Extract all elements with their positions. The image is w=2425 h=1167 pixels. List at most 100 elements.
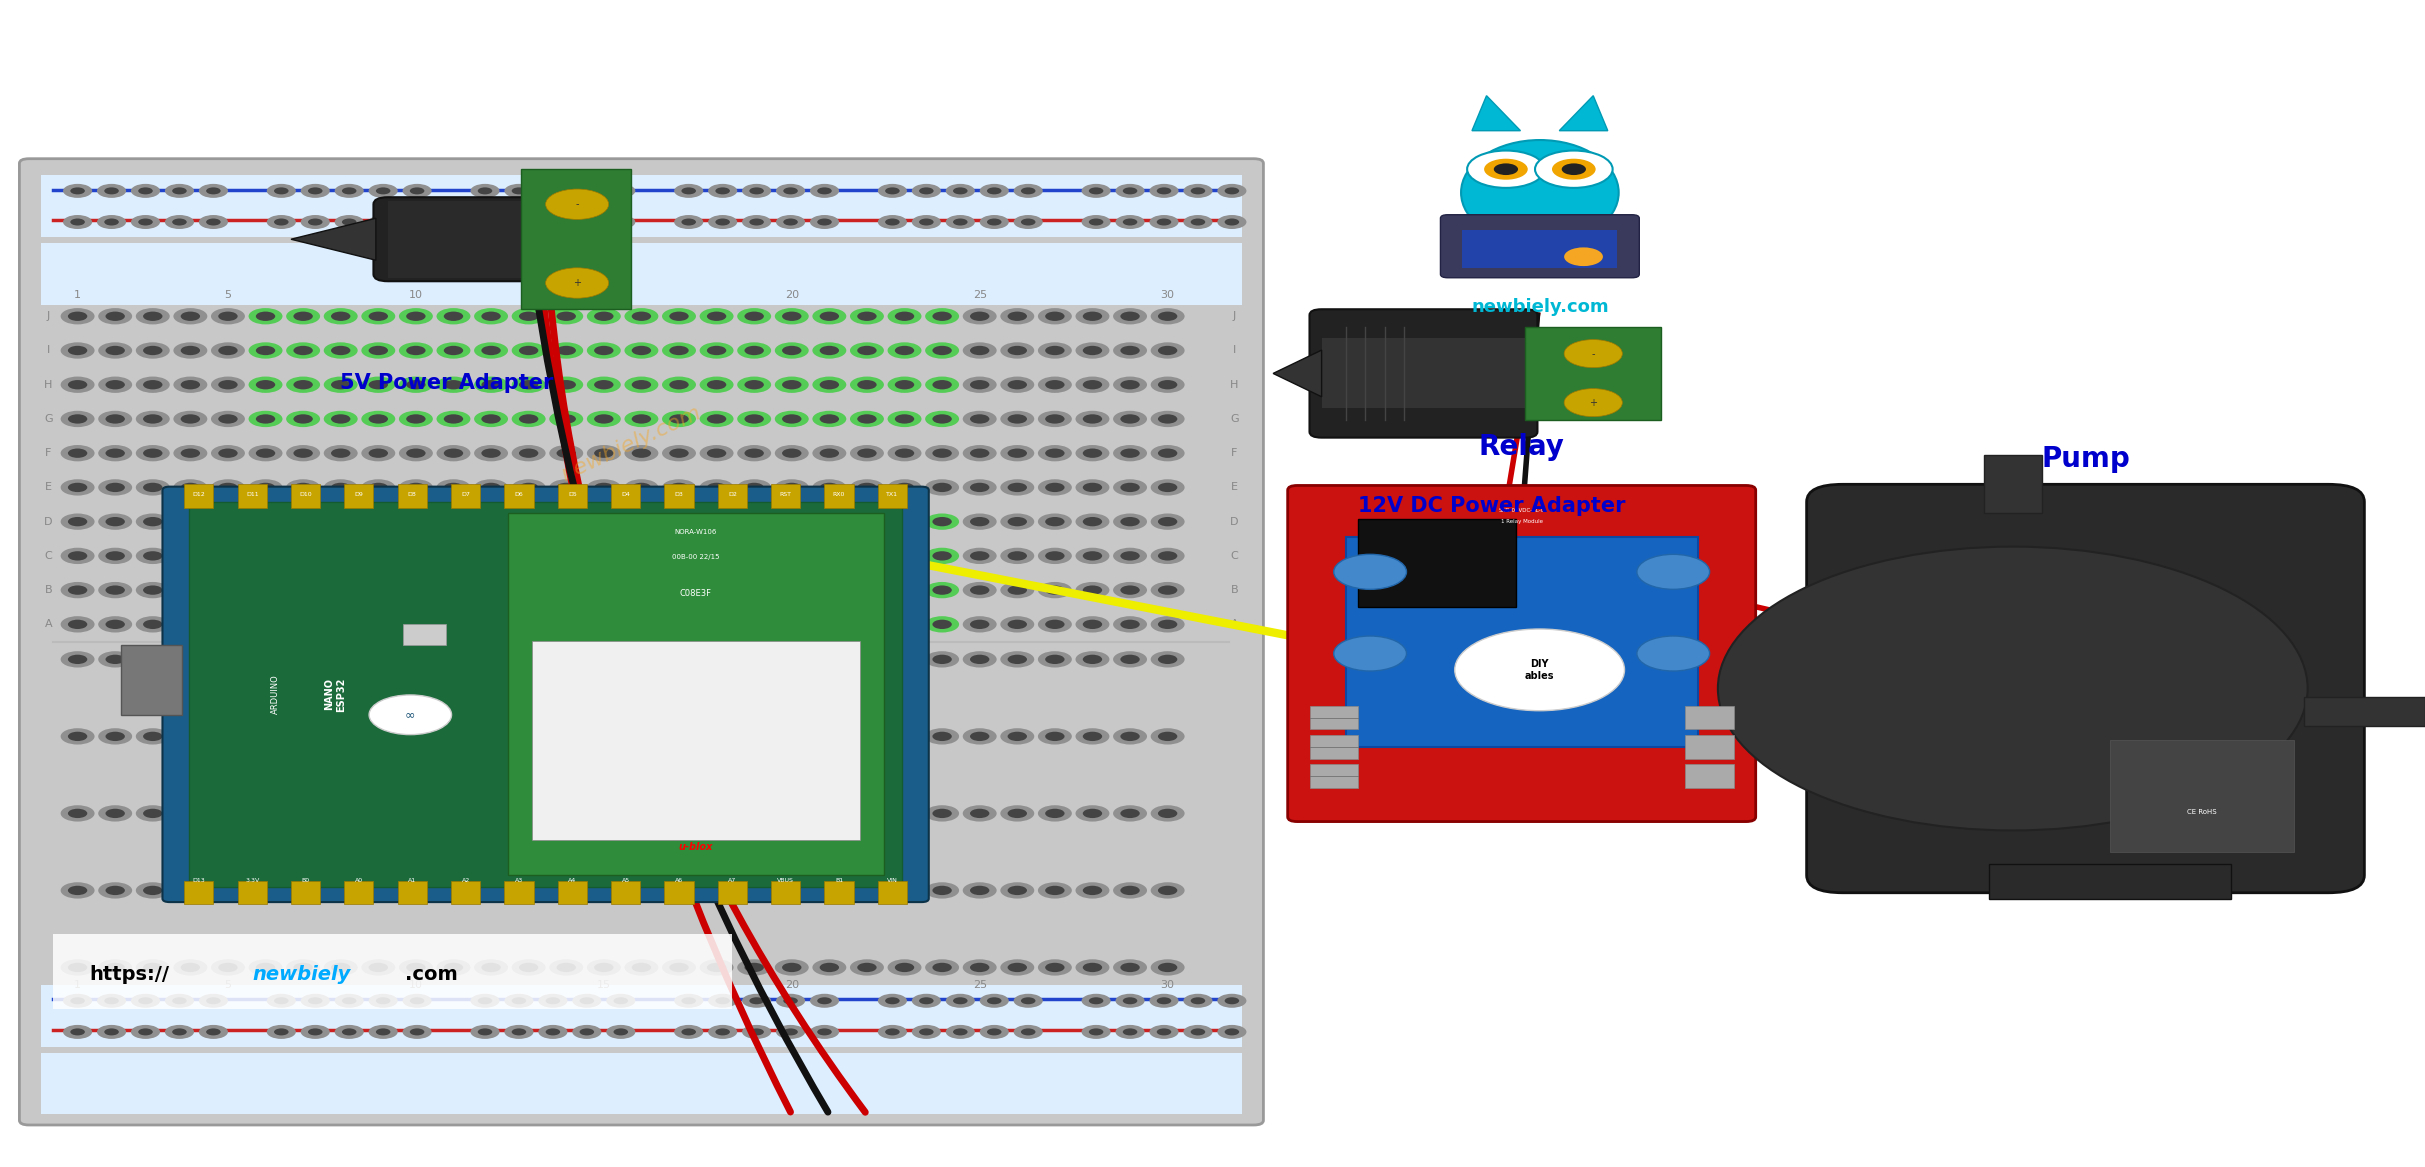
Circle shape	[361, 308, 395, 324]
Circle shape	[987, 188, 1002, 195]
Circle shape	[301, 1025, 330, 1039]
Circle shape	[61, 547, 95, 564]
Circle shape	[369, 963, 388, 972]
Circle shape	[143, 620, 162, 629]
Circle shape	[218, 963, 238, 972]
Circle shape	[1116, 994, 1145, 1008]
Circle shape	[550, 513, 584, 530]
Circle shape	[286, 480, 320, 496]
Circle shape	[934, 809, 953, 818]
Bar	[825, 881, 854, 904]
Circle shape	[475, 308, 509, 324]
Circle shape	[97, 651, 131, 668]
Circle shape	[1149, 994, 1179, 1008]
Circle shape	[410, 998, 424, 1005]
Circle shape	[444, 655, 463, 664]
Circle shape	[820, 620, 839, 629]
Text: .com: .com	[405, 965, 458, 984]
Circle shape	[742, 994, 771, 1008]
Circle shape	[987, 998, 1002, 1005]
Circle shape	[68, 448, 87, 457]
Circle shape	[970, 655, 989, 664]
Circle shape	[332, 732, 352, 741]
Circle shape	[376, 1028, 390, 1035]
Circle shape	[594, 483, 614, 492]
Circle shape	[851, 342, 885, 358]
Circle shape	[1077, 513, 1111, 530]
Circle shape	[662, 342, 696, 358]
Circle shape	[301, 215, 330, 229]
Circle shape	[361, 480, 395, 496]
Circle shape	[737, 411, 771, 427]
Circle shape	[1120, 655, 1140, 664]
Circle shape	[293, 414, 313, 424]
Circle shape	[776, 651, 810, 668]
Circle shape	[546, 218, 560, 225]
Circle shape	[182, 551, 201, 560]
Circle shape	[1077, 342, 1111, 358]
Circle shape	[1159, 809, 1179, 818]
Circle shape	[934, 448, 953, 457]
Circle shape	[926, 411, 960, 427]
Circle shape	[1002, 959, 1035, 976]
Circle shape	[987, 218, 1002, 225]
Circle shape	[332, 448, 352, 457]
Circle shape	[267, 994, 296, 1008]
Circle shape	[558, 732, 577, 741]
Circle shape	[1120, 380, 1140, 390]
Circle shape	[293, 517, 313, 526]
Circle shape	[332, 380, 352, 390]
Circle shape	[332, 963, 352, 972]
Circle shape	[888, 728, 922, 745]
Circle shape	[1002, 882, 1035, 899]
Circle shape	[919, 1028, 934, 1035]
Circle shape	[1021, 998, 1035, 1005]
Circle shape	[1009, 809, 1028, 818]
FancyBboxPatch shape	[1310, 309, 1537, 438]
Circle shape	[558, 380, 577, 390]
Bar	[451, 484, 480, 508]
Circle shape	[407, 732, 427, 741]
Circle shape	[963, 342, 997, 358]
Circle shape	[398, 651, 434, 668]
Circle shape	[257, 551, 276, 560]
Circle shape	[1045, 655, 1065, 664]
Circle shape	[519, 655, 538, 664]
Circle shape	[1077, 651, 1111, 668]
Circle shape	[342, 218, 356, 225]
Circle shape	[398, 582, 434, 599]
Circle shape	[444, 620, 463, 629]
Bar	[344, 484, 373, 508]
Circle shape	[369, 345, 388, 355]
Circle shape	[888, 882, 922, 899]
Circle shape	[626, 882, 660, 899]
Bar	[189, 502, 902, 887]
Circle shape	[878, 994, 907, 1008]
Circle shape	[342, 998, 356, 1005]
Circle shape	[250, 308, 284, 324]
Circle shape	[698, 805, 732, 822]
Circle shape	[550, 377, 584, 393]
Circle shape	[1157, 188, 1171, 195]
Circle shape	[744, 483, 764, 492]
Bar	[771, 881, 800, 904]
Circle shape	[293, 963, 313, 972]
Circle shape	[926, 882, 960, 899]
Circle shape	[587, 582, 621, 599]
Circle shape	[182, 586, 201, 595]
Circle shape	[1038, 513, 1072, 530]
Bar	[521, 169, 630, 309]
Circle shape	[737, 308, 771, 324]
Circle shape	[970, 380, 989, 390]
Circle shape	[1009, 655, 1028, 664]
Circle shape	[708, 886, 727, 895]
Circle shape	[1045, 620, 1065, 629]
Circle shape	[895, 620, 914, 629]
Circle shape	[1009, 345, 1028, 355]
Circle shape	[68, 963, 87, 972]
Circle shape	[325, 805, 359, 822]
Circle shape	[1002, 480, 1035, 496]
Circle shape	[1002, 445, 1035, 461]
Circle shape	[136, 308, 170, 324]
Circle shape	[512, 616, 546, 633]
